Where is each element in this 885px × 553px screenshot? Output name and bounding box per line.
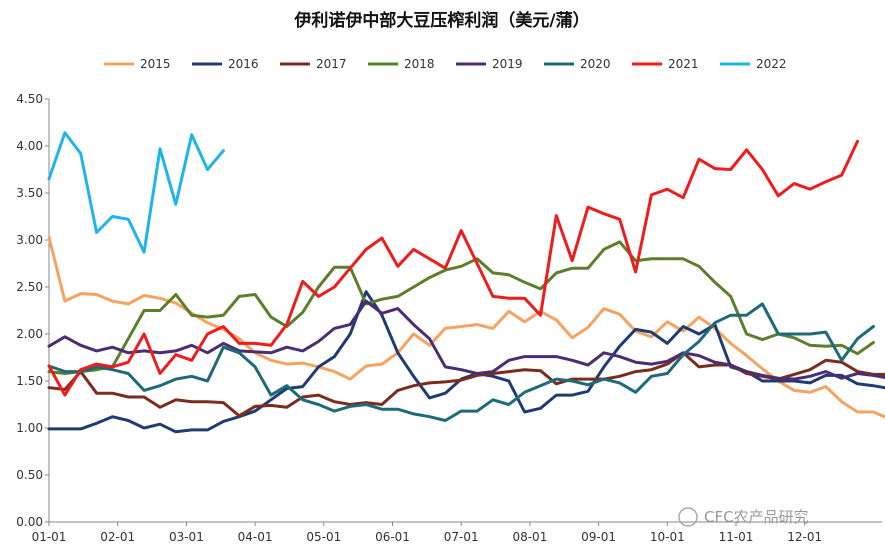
y-tick-label: 0.00	[16, 515, 43, 529]
x-tick-label: 02-01	[100, 530, 135, 544]
legend-label-2018: 2018	[404, 57, 435, 71]
watermark: CFC农产品研究	[678, 507, 809, 527]
legend-label-2020: 2020	[580, 57, 611, 71]
x-tick-label: 06-01	[375, 530, 410, 544]
x-tick-label: 03-01	[169, 530, 204, 544]
x-tick-label: 07-01	[444, 530, 479, 544]
x-tick-label: 10-01	[650, 530, 685, 544]
x-tick-label: 04-01	[238, 530, 273, 544]
x-tick-label: 12-01	[787, 530, 822, 544]
x-tick-label: 05-01	[306, 530, 341, 544]
x-tick-label: 09-01	[581, 530, 616, 544]
y-tick-label: 1.50	[16, 374, 43, 388]
series-layer	[47, 131, 885, 434]
chart-title: 伊利诺伊中部大豆压榨利润（美元/蒲）	[293, 10, 589, 31]
series-line-2017	[47, 351, 885, 418]
legend-label-2022: 2022	[756, 57, 787, 71]
y-tick-label: 4.50	[16, 92, 43, 106]
series-line-2021	[47, 139, 859, 397]
y-tick-label: 0.50	[16, 468, 43, 482]
y-tick-label: 4.00	[16, 139, 43, 153]
y-tick-label: 3.50	[16, 186, 43, 200]
x-tick-label: 08-01	[512, 530, 547, 544]
series-line-2019	[47, 299, 885, 381]
legend-label-2019: 2019	[492, 57, 523, 71]
y-tick-label: 2.00	[16, 327, 43, 341]
x-tick-label: 01-01	[32, 530, 67, 544]
legend: 2015 2016 2017 2018 2019 2020 2021 2022	[104, 57, 787, 71]
watermark-text: CFC农产品研究	[704, 508, 809, 526]
y-tick-label: 2.50	[16, 280, 43, 294]
y-tick-label: 3.00	[16, 233, 43, 247]
x-tick-label: 11-01	[719, 530, 754, 544]
legend-label-2021: 2021	[668, 57, 699, 71]
wechat-logo-icon	[678, 507, 698, 527]
legend-label-2016: 2016	[228, 57, 259, 71]
series-line-2022	[47, 131, 225, 254]
series-line-2020	[47, 302, 875, 422]
axes: 0.00 0.50 1.00 1.50 2.00 2.50 3.00 3.50 4.00 4.50…	[16, 92, 882, 544]
series-line-2018	[47, 240, 875, 375]
legend-label-2015: 2015	[140, 57, 171, 71]
y-tick-label: 1.00	[16, 421, 43, 435]
legend-label-2017: 2017	[316, 57, 347, 71]
